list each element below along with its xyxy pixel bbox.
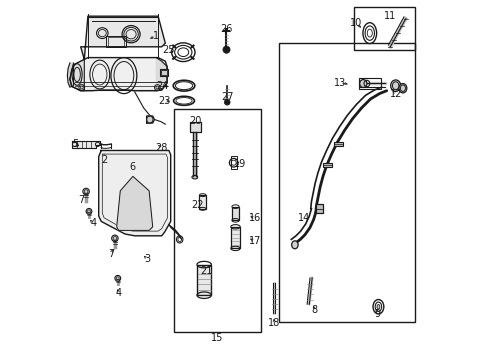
Bar [160, 69, 167, 76]
Circle shape [223, 46, 230, 53]
Text: 20: 20 [189, 116, 202, 126]
Circle shape [86, 208, 92, 214]
Polygon shape [67, 63, 73, 87]
Circle shape [80, 86, 83, 89]
Bar [197, 265, 211, 295]
Polygon shape [81, 16, 165, 59]
Polygon shape [99, 150, 170, 236]
Text: 7: 7 [108, 249, 114, 259]
Text: 13: 13 [333, 78, 346, 88]
Circle shape [156, 86, 159, 89]
Text: 14: 14 [297, 213, 309, 223]
Text: 9: 9 [374, 309, 380, 319]
Ellipse shape [376, 305, 379, 309]
Polygon shape [156, 58, 167, 91]
Text: 3: 3 [144, 254, 150, 264]
Bar [190, 122, 201, 132]
Text: 22: 22 [191, 200, 203, 210]
Polygon shape [70, 58, 167, 91]
Circle shape [82, 188, 89, 195]
Text: 15: 15 [211, 333, 223, 343]
Bar [334, 142, 343, 146]
Bar [316, 204, 322, 213]
Bar [358, 78, 381, 89]
Text: 26: 26 [220, 24, 232, 34]
Text: 4: 4 [115, 288, 122, 298]
Bar [230, 156, 236, 169]
Bar [199, 195, 205, 209]
Text: 12: 12 [389, 89, 401, 99]
Text: 24: 24 [156, 81, 168, 91]
Text: 7: 7 [79, 195, 85, 205]
Text: 11: 11 [384, 11, 396, 21]
Bar [161, 70, 166, 75]
Polygon shape [146, 116, 154, 123]
Bar [278, 43, 415, 322]
Ellipse shape [398, 84, 406, 93]
Bar [231, 207, 239, 220]
Text: 16: 16 [249, 213, 261, 223]
Ellipse shape [390, 80, 400, 91]
Text: 19: 19 [233, 159, 245, 169]
Text: 18: 18 [268, 318, 280, 328]
Bar [106, 36, 125, 47]
Polygon shape [117, 176, 152, 230]
Bar [174, 109, 260, 332]
Bar [322, 163, 331, 167]
Text: 25: 25 [162, 45, 174, 55]
Polygon shape [72, 141, 100, 148]
Text: 2: 2 [101, 155, 107, 165]
Bar [230, 227, 240, 248]
Ellipse shape [359, 80, 366, 87]
Text: 8: 8 [311, 305, 317, 315]
Text: 21: 21 [200, 266, 212, 276]
Polygon shape [70, 59, 84, 91]
Circle shape [115, 275, 121, 281]
Text: 10: 10 [349, 18, 362, 28]
Text: 17: 17 [248, 236, 261, 246]
Text: 23: 23 [158, 96, 170, 106]
Ellipse shape [291, 241, 298, 249]
Text: 4: 4 [90, 218, 96, 228]
Text: 6: 6 [130, 162, 136, 172]
Circle shape [224, 99, 230, 105]
Text: 28: 28 [155, 143, 167, 153]
Circle shape [111, 235, 118, 242]
Bar [354, 7, 414, 50]
Text: 1: 1 [153, 31, 159, 41]
Bar [107, 37, 123, 46]
Text: 27: 27 [221, 92, 233, 102]
Text: 5: 5 [72, 139, 78, 149]
